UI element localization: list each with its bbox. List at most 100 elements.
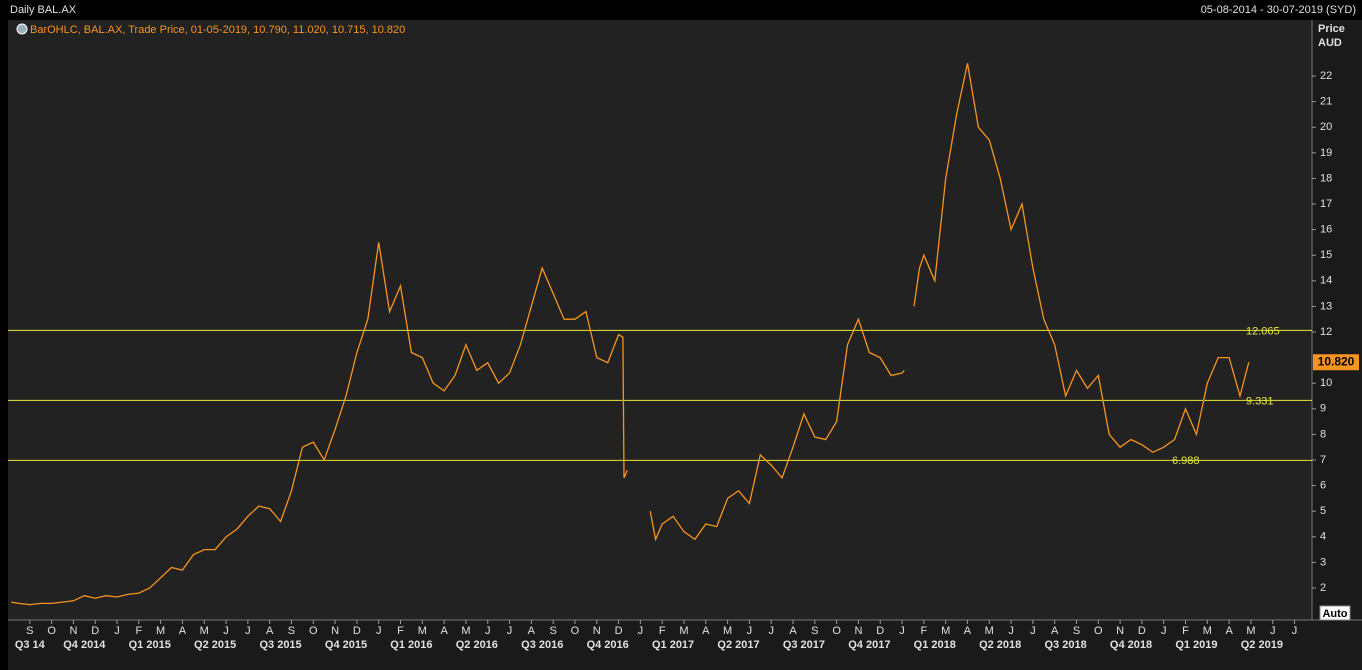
x-tick-label: M — [941, 625, 950, 637]
quarter-label: Q3 14 — [15, 639, 46, 651]
auto-button-label[interactable]: Auto — [1322, 608, 1347, 620]
y-axis-area — [1312, 20, 1362, 620]
y-tick-label: 7 — [1320, 454, 1326, 466]
y-axis-unit: AUD — [1318, 37, 1342, 49]
y-tick-label: 8 — [1320, 428, 1326, 440]
x-tick-label: J — [899, 625, 905, 637]
quarter-label: Q1 2015 — [129, 639, 171, 651]
x-tick-label: J — [376, 625, 382, 637]
x-tick-label: S — [26, 625, 33, 637]
x-tick-label: F — [659, 625, 666, 637]
x-tick-label: D — [615, 625, 623, 637]
x-tick-label: S — [811, 625, 818, 637]
x-tick-label: J — [1030, 625, 1036, 637]
x-tick-label: A — [964, 625, 972, 637]
x-tick-label: N — [1116, 625, 1124, 637]
y-tick-label: 14 — [1320, 275, 1332, 287]
x-tick-label: A — [789, 625, 797, 637]
x-tick-label: F — [135, 625, 142, 637]
x-tick-label: M — [679, 625, 688, 637]
quarter-label: Q4 2014 — [63, 639, 106, 651]
y-tick-label: 12 — [1320, 326, 1332, 338]
y-tick-label: 16 — [1320, 224, 1332, 236]
x-tick-label: D — [91, 625, 99, 637]
x-tick-label: M — [985, 625, 994, 637]
quarter-label: Q2 2016 — [456, 639, 498, 651]
x-tick-label: S — [288, 625, 295, 637]
y-tick-label: 10 — [1320, 377, 1332, 389]
y-tick-label: 9 — [1320, 403, 1326, 415]
quarter-label: Q1 2019 — [1175, 639, 1217, 651]
x-tick-label: O — [47, 625, 56, 637]
y-tick-label: 17 — [1320, 198, 1332, 210]
x-tick-label: A — [179, 625, 187, 637]
quarter-label: Q2 2019 — [1241, 639, 1283, 651]
level-label: 6.988 — [1172, 455, 1200, 467]
x-tick-label: D — [1138, 625, 1146, 637]
x-tick-label: S — [549, 625, 556, 637]
y-tick-label: 4 — [1320, 531, 1326, 543]
x-tick-label: M — [723, 625, 732, 637]
y-tick-label: 19 — [1320, 147, 1332, 159]
x-tick-label: J — [485, 625, 491, 637]
quarter-label: Q4 2018 — [1110, 639, 1152, 651]
x-tick-label: J — [1008, 625, 1014, 637]
y-tick-label: 18 — [1320, 172, 1332, 184]
x-tick-label: A — [440, 625, 448, 637]
y-tick-label: 20 — [1320, 121, 1332, 133]
quarter-label: Q4 2016 — [587, 639, 629, 651]
x-tick-label: N — [331, 625, 339, 637]
y-tick-label: 15 — [1320, 249, 1332, 261]
y-tick-label: 22 — [1320, 70, 1332, 82]
x-tick-label: M — [200, 625, 209, 637]
x-tick-label: A — [1225, 625, 1233, 637]
chart-title: Daily BAL.AX — [10, 4, 77, 16]
x-tick-label: N — [854, 625, 862, 637]
x-tick-label: A — [266, 625, 274, 637]
quarter-label: Q1 2017 — [652, 639, 694, 651]
x-tick-label: J — [768, 625, 774, 637]
x-tick-label: J — [1270, 625, 1276, 637]
x-tick-label: O — [571, 625, 580, 637]
quarter-label: Q2 2018 — [979, 639, 1021, 651]
x-tick-label: M — [1203, 625, 1212, 637]
x-tick-label: N — [593, 625, 601, 637]
quarter-label: Q3 2015 — [259, 639, 301, 651]
legend: BarOHLC, BAL.AX, Trade Price, 01-05-2019… — [30, 24, 405, 36]
level-label: 12.065 — [1246, 325, 1280, 337]
x-tick-label: D — [353, 625, 361, 637]
quarter-label: Q4 2015 — [325, 639, 367, 651]
x-tick-label: J — [638, 625, 644, 637]
x-tick-label: M — [418, 625, 427, 637]
y-tick-label: 2 — [1320, 582, 1326, 594]
plot-area — [8, 20, 1312, 620]
quarter-label: Q2 2017 — [717, 639, 759, 651]
y-tick-label: 3 — [1320, 556, 1326, 568]
x-tick-label: M — [156, 625, 165, 637]
x-tick-label: O — [832, 625, 841, 637]
y-tick-label: 21 — [1320, 96, 1332, 108]
y-axis-label: Price — [1318, 23, 1345, 35]
x-tick-label: S — [1073, 625, 1080, 637]
price-line — [11, 63, 1250, 606]
x-tick-label: A — [528, 625, 536, 637]
x-tick-label: J — [223, 625, 229, 637]
legend-icon — [16, 23, 28, 35]
x-tick-label: J — [507, 625, 513, 637]
y-tick-label: 6 — [1320, 480, 1326, 492]
quarter-label: Q4 2017 — [848, 639, 890, 651]
quarter-label: Q3 2018 — [1044, 639, 1086, 651]
date-range: 05-08-2014 - 30-07-2019 (SYD) — [1201, 4, 1356, 16]
x-tick-label: J — [1161, 625, 1167, 637]
x-tick-label: D — [876, 625, 884, 637]
x-tick-label: N — [69, 625, 77, 637]
auto-button[interactable] — [1319, 605, 1351, 621]
x-tick-label: J — [245, 625, 251, 637]
x-tick-label: J — [747, 625, 753, 637]
x-tick-label: F — [920, 625, 927, 637]
x-tick-label: A — [1051, 625, 1059, 637]
x-tick-label: O — [309, 625, 318, 637]
quarter-label: Q1 2018 — [914, 639, 956, 651]
quarter-label: Q2 2015 — [194, 639, 236, 651]
